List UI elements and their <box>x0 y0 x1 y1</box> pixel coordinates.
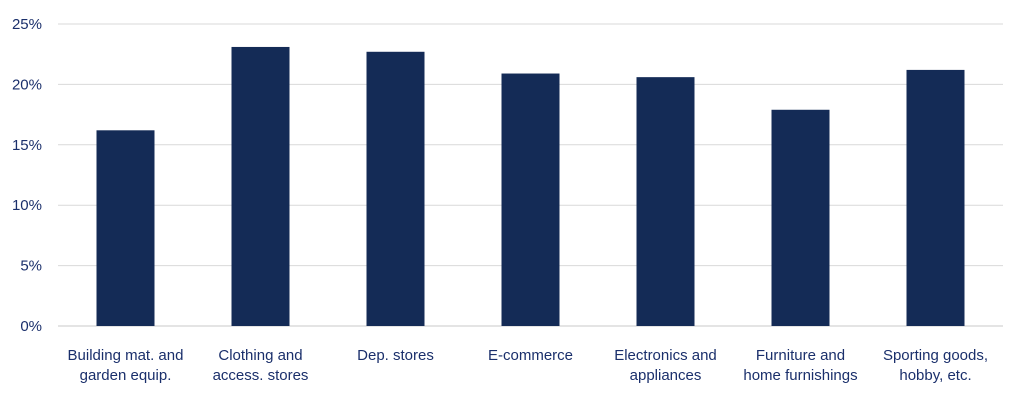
x-tick-label: Dep. stores <box>357 347 434 364</box>
x-tick-label: Sporting goods, hobby, etc. <box>883 347 988 384</box>
bar <box>636 77 695 326</box>
x-tick-label-line: Clothing and <box>218 347 302 364</box>
x-tick-label-line: appliances <box>630 367 702 384</box>
bar <box>771 109 830 326</box>
y-axis-tick-labels: 0% 5% 10% 15% 20% 25% <box>12 16 42 335</box>
y-tick-label: 10% <box>12 197 42 214</box>
x-tick-label-line: Dep. stores <box>357 347 434 364</box>
y-tick-label: 25% <box>12 16 42 33</box>
y-tick-label: 15% <box>12 137 42 154</box>
y-tick-label: 20% <box>12 76 42 93</box>
x-tick-label: Electronics and appliances <box>614 347 717 384</box>
x-tick-label-line: access. stores <box>213 367 309 384</box>
x-tick-label: Furniture and home furnishings <box>743 347 857 384</box>
x-tick-label: E-commerce <box>488 347 573 364</box>
x-tick-label-line: Furniture and <box>756 347 845 364</box>
x-tick-label-line: Electronics and <box>614 347 717 364</box>
x-tick-label-line: hobby, etc. <box>899 367 971 384</box>
bars <box>96 46 965 327</box>
x-tick-label-line: Sporting goods, <box>883 347 988 364</box>
x-tick-label-line: home furnishings <box>743 367 857 384</box>
bar <box>231 46 290 327</box>
x-tick-label-line: Building mat. and <box>68 347 184 364</box>
x-tick-label-line: garden equip. <box>80 367 172 384</box>
bar <box>906 69 965 327</box>
bar <box>501 73 560 326</box>
y-tick-label: 0% <box>20 318 42 335</box>
bar <box>366 51 425 327</box>
x-tick-label: Clothing and access. stores <box>213 347 309 384</box>
x-tick-label-line: E-commerce <box>488 347 573 364</box>
bar <box>96 130 155 326</box>
x-tick-label: Building mat. and garden equip. <box>68 347 184 384</box>
x-axis-tick-labels: Building mat. and garden equip. Clothing a… <box>68 347 988 384</box>
y-tick-label: 5% <box>20 258 42 275</box>
